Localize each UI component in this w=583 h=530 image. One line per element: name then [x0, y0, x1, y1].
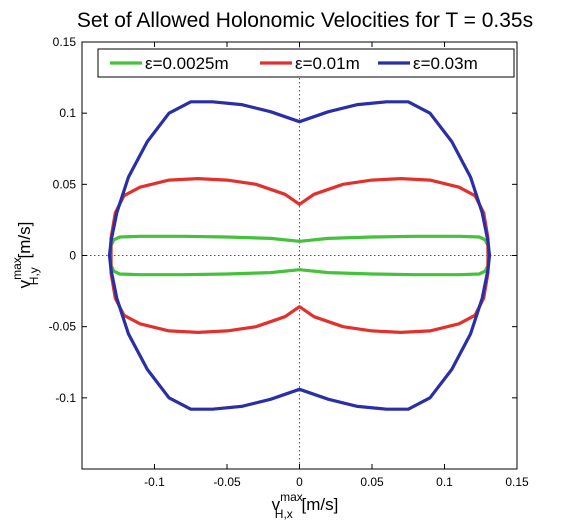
- x-axis-label-base: v: [272, 495, 281, 514]
- legend-label: ε=0.03m: [413, 54, 478, 73]
- y-tick-label: 0: [69, 249, 76, 263]
- x-tick-label: -0.05: [213, 475, 241, 489]
- y-axis-label-base: v: [15, 279, 34, 288]
- x-axis-label: vmax H,x [m/s]: [272, 490, 339, 521]
- series-line-2: [107, 100, 492, 411]
- x-tick-label: 0.05: [360, 475, 384, 489]
- x-tick-label: 0: [296, 475, 303, 489]
- y-axis-label-sup: max: [10, 257, 24, 280]
- zero-lines: [82, 42, 517, 469]
- legend: ε=0.0025m ε=0.01m ε=0.03m: [97, 48, 515, 78]
- series-line-1: [109, 177, 490, 334]
- y-axis: 0.15 0.1 0.05 0 -0.05 -0.1: [49, 35, 517, 405]
- x-tick-label: 0.15: [505, 475, 529, 489]
- y-axis-label-unit: [m/s]: [15, 222, 34, 264]
- y-tick-label: 0.15: [53, 35, 77, 49]
- series-line-0: [109, 234, 490, 277]
- x-axis-label-sup: max: [280, 490, 303, 504]
- chart-title: Set of Allowed Holonomic Velocities for …: [77, 9, 533, 32]
- legend-label: ε=0.0025m: [145, 54, 229, 73]
- y-tick-label: -0.05: [49, 320, 77, 334]
- legend-box: [97, 48, 515, 78]
- x-axis: -0.1 -0.05 0 0.05 0.1 0.15: [144, 42, 529, 489]
- y-tick-label: -0.1: [55, 391, 76, 405]
- y-tick-label: 0.05: [53, 177, 77, 191]
- x-tick-label: 0.1: [436, 475, 453, 489]
- x-axis-label-sub: H,x: [275, 507, 293, 521]
- legend-label: ε=0.01m: [295, 54, 360, 73]
- y-axis-label-sub: H,y: [27, 267, 41, 285]
- y-tick-label: 0.1: [59, 106, 76, 120]
- x-axis-label-unit: [m/s]: [297, 495, 339, 514]
- x-tick-label: -0.1: [144, 475, 165, 489]
- series-layer: [107, 100, 492, 411]
- y-axis-label: vmax H,y [m/s]: [10, 222, 41, 289]
